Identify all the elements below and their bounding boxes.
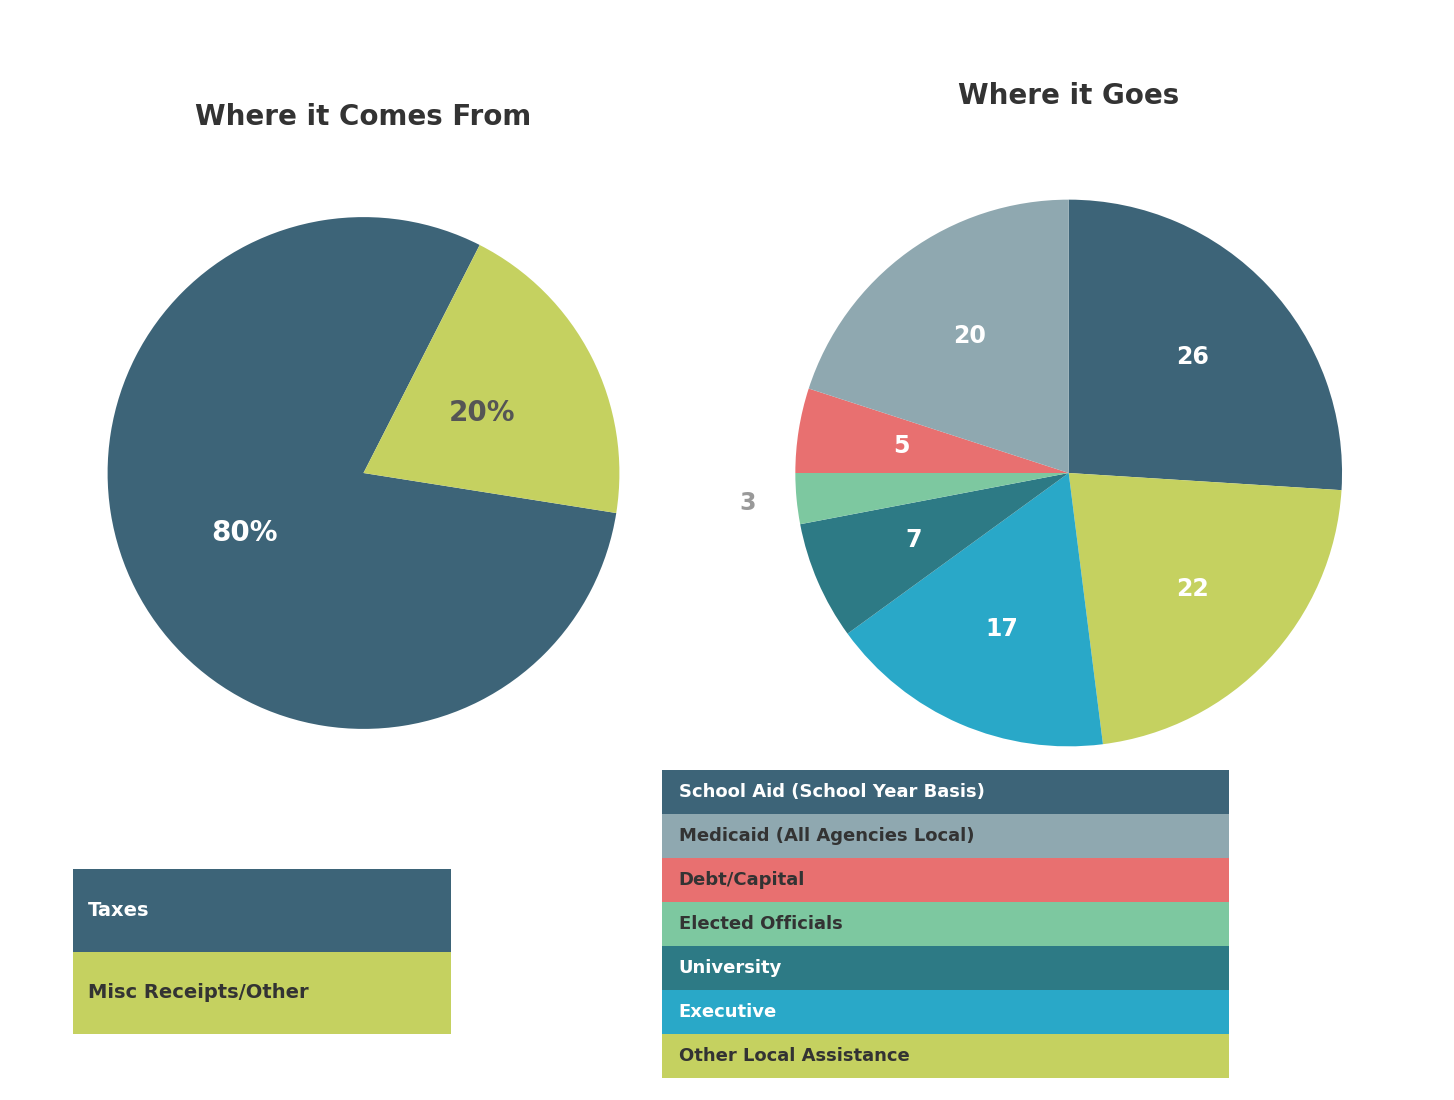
Bar	[662, 858, 1229, 902]
Text: Elected Officials: Elected Officials	[679, 915, 842, 933]
Wedge shape	[1069, 473, 1342, 745]
Text: Medicaid (All Agencies Local): Medicaid (All Agencies Local)	[679, 827, 974, 845]
Wedge shape	[108, 217, 616, 729]
Wedge shape	[795, 388, 1069, 473]
Text: 3: 3	[739, 492, 756, 516]
Text: Other Local Assistance: Other Local Assistance	[679, 1047, 909, 1065]
Bar	[73, 869, 451, 952]
Text: 22: 22	[1176, 578, 1208, 601]
Wedge shape	[808, 199, 1069, 473]
Text: 80%: 80%	[212, 519, 278, 548]
Text: Taxes: Taxes	[87, 901, 150, 920]
Text: Debt/Capital: Debt/Capital	[679, 871, 806, 889]
Wedge shape	[364, 245, 619, 513]
Wedge shape	[1069, 199, 1342, 491]
Text: University: University	[679, 959, 782, 977]
Text: 20%: 20%	[449, 398, 515, 427]
Text: Misc Receipts/Other: Misc Receipts/Other	[87, 983, 308, 1002]
Title: Where it Goes: Where it Goes	[958, 81, 1179, 110]
Bar	[662, 902, 1229, 946]
Bar	[73, 952, 451, 1034]
Text: 5: 5	[893, 434, 910, 459]
Text: School Aid (School Year Basis): School Aid (School Year Basis)	[679, 783, 984, 801]
Text: 7: 7	[904, 528, 922, 552]
Bar	[662, 814, 1229, 858]
Text: 20: 20	[952, 323, 986, 348]
Bar	[662, 990, 1229, 1034]
Text: 26: 26	[1176, 345, 1208, 368]
Wedge shape	[848, 473, 1104, 747]
Wedge shape	[800, 473, 1069, 634]
Bar	[662, 770, 1229, 814]
Title: Where it Comes From: Where it Comes From	[195, 103, 532, 131]
Wedge shape	[795, 473, 1069, 525]
Bar	[662, 1034, 1229, 1078]
Bar	[662, 946, 1229, 990]
Text: 17: 17	[984, 616, 1018, 640]
Text: Executive: Executive	[679, 1003, 776, 1021]
